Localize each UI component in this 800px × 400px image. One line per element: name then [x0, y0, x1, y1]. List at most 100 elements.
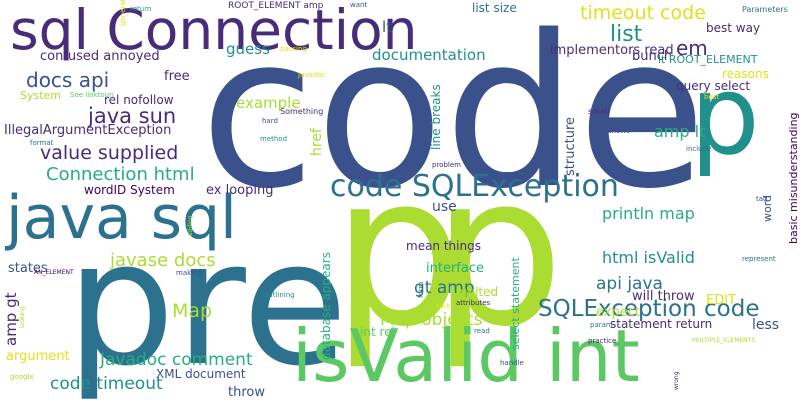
word-code: code — [200, 0, 707, 235]
word-docs-api: docs api — [26, 68, 110, 92]
word-problem: problem — [432, 161, 461, 169]
word-database-appears: database appears — [319, 252, 333, 360]
word-wordid-system: wordID System — [84, 183, 175, 197]
word-an-element: AN_ELEMENT — [34, 269, 74, 276]
word-format: format — [30, 139, 54, 147]
word-list-size: list size — [472, 1, 517, 15]
word-map: Map — [172, 300, 213, 322]
word-java-sun: java sun — [88, 104, 177, 128]
word-basic-misunderstanding: basic misunderstanding — [787, 112, 800, 244]
word-query-select: query select — [676, 79, 751, 93]
word-sql-connection: sql Connection — [10, 0, 418, 62]
word-structure: structure — [563, 117, 578, 176]
word-less: less — [752, 317, 780, 333]
word-p-right: p — [432, 131, 565, 373]
word-javadoc: Javadoc — [298, 71, 326, 79]
word-java-sql: java sql — [6, 183, 237, 253]
word-looking: looking — [19, 306, 26, 328]
word-free: free — [164, 69, 190, 84]
word-adding: adding — [187, 215, 194, 236]
word-statement-return: statement return — [610, 317, 713, 331]
word-em: em — [676, 36, 708, 60]
word-lt-root-element: lt ROOT_ELEMENT — [658, 53, 758, 66]
word-javadoc-comment: Javadoc comment — [100, 350, 253, 370]
word-reasons: reasons — [722, 67, 769, 81]
word-see-linktouri: See linktouri — [70, 91, 114, 99]
word-wrong: wrong — [673, 371, 680, 390]
word-code-timeout: code timeout — [50, 374, 163, 394]
word-int-rel: int rel — [360, 325, 395, 339]
word-guess: guess — [226, 40, 270, 58]
word-attributes: attributes — [456, 299, 491, 307]
word-api-java: api java — [596, 274, 663, 294]
word-line-breaks: line breaks — [429, 84, 443, 150]
word-handle: handle — [500, 359, 524, 367]
word-rel-nofollow: rel nofollow — [104, 93, 174, 107]
word-google: google — [10, 373, 34, 381]
word-making: making — [176, 269, 202, 277]
word-something: Something — [280, 107, 324, 116]
word-best-way: best way — [706, 21, 761, 35]
word-method: method — [260, 135, 288, 143]
word-amp-gt: amp gt — [2, 292, 20, 347]
word-argument: argument — [6, 349, 70, 364]
word-isvalid-int: isValid int — [292, 314, 640, 398]
word-list: list — [610, 22, 643, 47]
word-read: read — [474, 327, 490, 335]
word-p-teal: p — [690, 51, 760, 179]
word-code-sqlexception: code SQLException — [330, 169, 619, 204]
word-tag: tag — [756, 195, 768, 203]
word-sqlexception-code: SQLException code — [538, 296, 760, 322]
word-html-isvalid: html isValid — [602, 248, 695, 267]
word-println-map: println map — [602, 204, 695, 223]
word-mean-things: mean things — [406, 239, 481, 253]
word-illegalargumentexception: IllegalArgumentException — [4, 123, 172, 138]
word-include: include — [686, 145, 712, 153]
word-connection-html: Connection html — [46, 164, 195, 185]
word-want: want — [350, 1, 368, 9]
word-will-throw: will throw — [632, 289, 695, 304]
word-return: return — [130, 5, 152, 13]
word-href: href — [309, 128, 325, 156]
word-general: general — [119, 0, 127, 26]
word-expect: expect — [596, 305, 640, 320]
word-back: back — [436, 303, 451, 310]
word-ex-looping: ex looping — [206, 183, 274, 198]
word-passing: passing — [280, 45, 307, 53]
word-example: example — [236, 94, 301, 112]
word-p-left: p — [332, 131, 465, 373]
word-value-supplied: value supplied — [40, 142, 179, 164]
word-lt: lt — [382, 18, 393, 36]
word-select-statement: select statement — [509, 257, 522, 350]
word-form: form — [417, 281, 425, 298]
word-use: use — [432, 199, 457, 215]
word-implementors-read: implementors read — [550, 43, 674, 58]
word-outlining: outlining — [264, 291, 295, 299]
word-small: small — [588, 107, 610, 116]
word-gt-amp: gt amp — [414, 278, 475, 298]
word-system: System — [20, 89, 62, 102]
word-param: param — [590, 321, 613, 329]
word-confused-annoyed: confused annoyed — [40, 49, 160, 64]
word-represent: represent — [742, 255, 776, 263]
word-javase-docs: javase docs — [110, 250, 216, 271]
word-timeout-code: timeout code — [580, 2, 706, 24]
word-edit: EDIT — [706, 293, 736, 308]
word-shows: shows — [608, 127, 630, 135]
word-multiple-elements: MULTIPLE_ELEMENTS — [692, 337, 756, 344]
word-practice: practice — [588, 337, 617, 345]
word-xml-document: XML document — [156, 367, 246, 381]
word-amp-lt: amp lt — [654, 122, 706, 141]
word-best: best — [704, 93, 720, 101]
word-throw: throw — [228, 385, 265, 400]
word-documentation: documentation — [372, 46, 486, 64]
word-bunch: bunch — [632, 49, 673, 64]
word-parameters: Parameters — [742, 5, 788, 14]
word-melted: melted — [456, 285, 499, 299]
word-pre: pre — [66, 203, 348, 400]
word-map-objects: Map objects — [380, 310, 483, 330]
word-states: states — [8, 261, 48, 276]
word-root-element-amp: ROOT_ELEMENT amp — [228, 1, 324, 11]
word-hard: hard — [262, 117, 278, 125]
